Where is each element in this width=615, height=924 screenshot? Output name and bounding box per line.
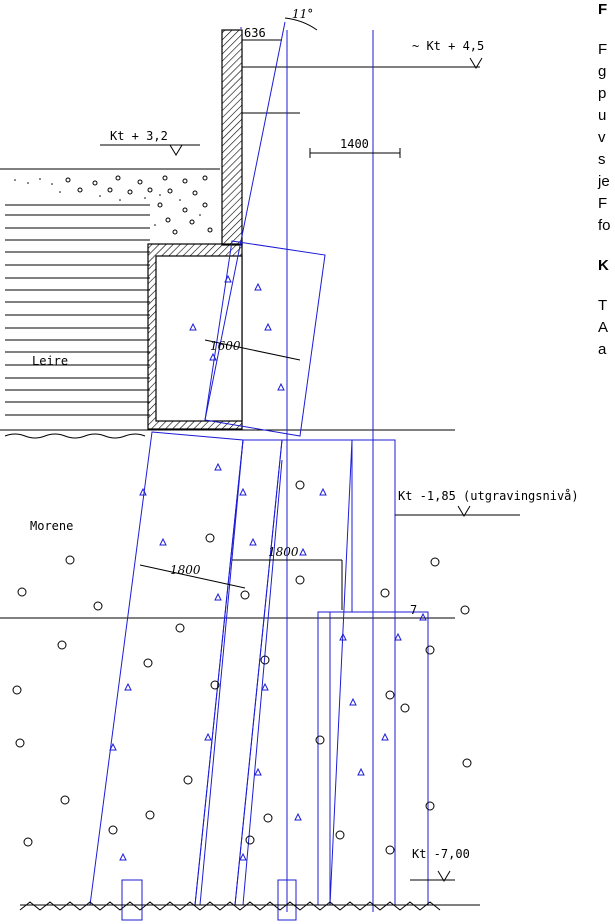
side-para-line-9: fo xyxy=(598,217,611,234)
side-para2-line-3: a xyxy=(598,341,607,358)
gravel-fill xyxy=(65,175,213,235)
morene-stones xyxy=(12,480,472,855)
dim-1800a-label: 1800 xyxy=(170,563,201,577)
pile-inner-lines xyxy=(199,439,283,906)
dim-1400-label: 1400 xyxy=(340,137,369,151)
kt-700-label: Kt -7,00 xyxy=(412,847,470,861)
mark-7-label: 7 xyxy=(410,603,417,617)
side-para-line-5: v xyxy=(598,129,606,146)
side-para-line-7: je xyxy=(598,173,610,190)
kt-700-marker xyxy=(437,870,451,882)
dim-1600-label: 1600 xyxy=(210,339,241,353)
morene-boundary xyxy=(4,433,146,439)
side-para2-line-2: A xyxy=(598,319,609,336)
side-para2-line-1: T xyxy=(598,297,608,314)
kt-32-marker xyxy=(169,144,183,156)
kt-185-label: Kt -1,85 (utgravingsnivå) xyxy=(398,489,579,503)
kt-185-marker xyxy=(457,505,471,517)
culvert-box xyxy=(147,243,243,430)
dim-1800b-label: 1800 xyxy=(268,545,299,559)
leire-label: Leire xyxy=(32,354,68,368)
pile-group xyxy=(89,21,429,921)
dimension-lines xyxy=(139,148,401,610)
kt-32-label: Kt + 3,2 xyxy=(110,129,168,143)
clay-layer xyxy=(5,204,150,416)
dim-636-label: 636 xyxy=(244,26,266,40)
side-heading-1: F xyxy=(598,1,608,18)
side-para-line-4: u xyxy=(598,107,607,124)
side-para-line-8: F xyxy=(598,195,608,212)
side-para-line-1: F xyxy=(598,41,608,58)
side-para-line-3: p xyxy=(598,85,607,102)
morene-label: Morene xyxy=(30,519,73,533)
angle-label: 11° xyxy=(292,7,313,21)
angle-arc xyxy=(284,17,318,31)
side-para-line-2: g xyxy=(598,63,607,80)
side-para-line-6: s xyxy=(598,151,606,168)
bottom-hatch xyxy=(19,901,441,911)
concrete-aggregate xyxy=(109,274,427,861)
sand-dots xyxy=(14,178,201,226)
side-heading-2: K xyxy=(598,257,609,274)
kt-top-marker xyxy=(469,57,483,69)
kt-top-label: ~ Kt + 4,5 xyxy=(412,39,484,53)
retaining-wall xyxy=(221,29,243,246)
